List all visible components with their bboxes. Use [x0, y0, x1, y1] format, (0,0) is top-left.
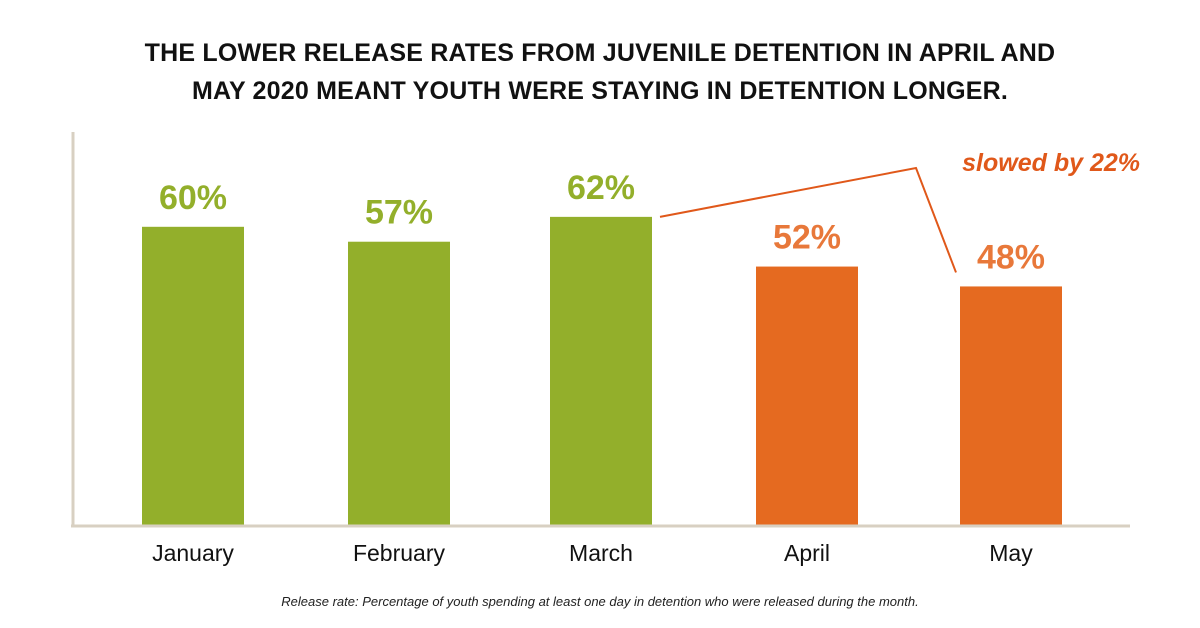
- footnote: Release rate: Percentage of youth spendi…: [281, 594, 919, 609]
- x-tick-label-april: April: [784, 540, 830, 566]
- title-line-1: THE LOWER RELEASE RATES FROM JUVENILE DE…: [144, 39, 1056, 67]
- data-label-april: 52%: [773, 219, 841, 257]
- bar-january: [142, 226, 244, 526]
- bar-march: [550, 216, 652, 526]
- annotation-label: slowed by 22%: [962, 149, 1140, 177]
- data-label-february: 57%: [365, 194, 433, 232]
- bar-april: [756, 266, 858, 525]
- data-label-may: 48%: [977, 238, 1045, 276]
- chart-title: THE LOWER RELEASE RATES FROM JUVENILE DE…: [0, 34, 1200, 110]
- x-tick-label-march: March: [569, 540, 633, 566]
- title-line-2: MAY 2020 MEANT YOUTH WERE STAYING IN DET…: [191, 77, 1009, 105]
- x-tick-label-may: May: [989, 540, 1033, 566]
- bar-may: [960, 286, 1062, 525]
- data-label-march: 62%: [567, 169, 635, 207]
- bar-february: [348, 241, 450, 525]
- x-tick-label-january: January: [152, 540, 234, 566]
- x-tick-label-february: February: [353, 540, 446, 566]
- data-label-january: 60%: [159, 179, 227, 217]
- annotation-line: [659, 166, 957, 273]
